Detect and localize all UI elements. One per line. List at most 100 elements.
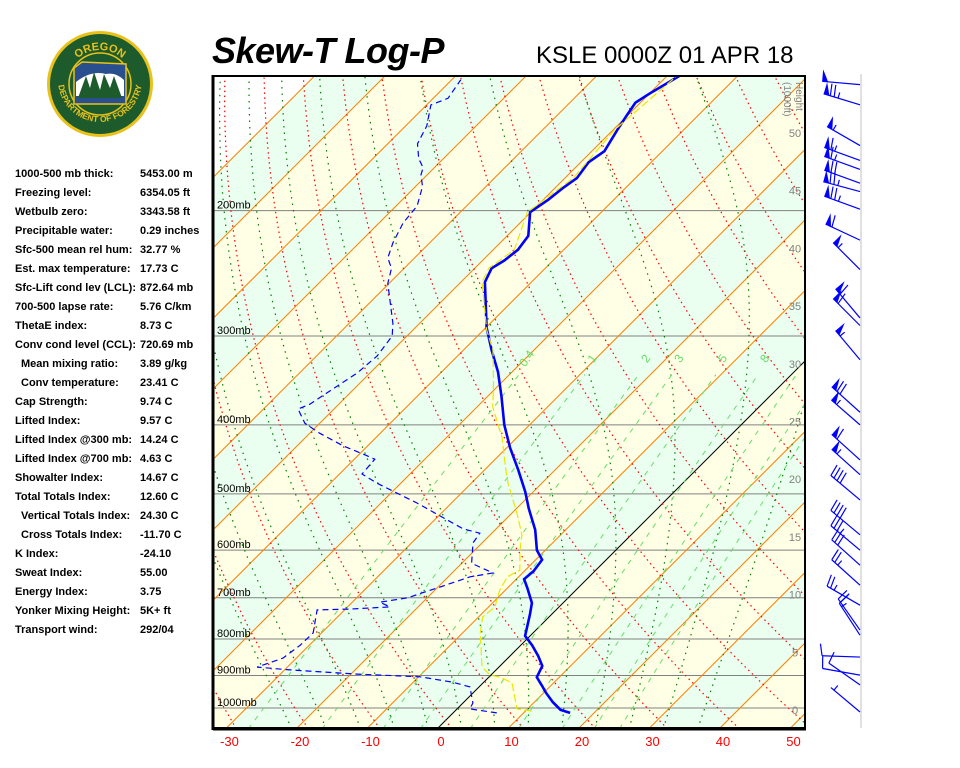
stat-label: Cross Totals Index:: [21, 529, 123, 541]
height-tick-label: 5: [792, 647, 798, 659]
stat-value: 55.00: [140, 567, 168, 579]
isotherm: [649, 571, 805, 728]
wind-barb: [831, 377, 861, 413]
isotherm: [213, 76, 386, 249]
wind-barb: [835, 281, 861, 319]
height-tick-label: 35: [789, 301, 801, 313]
barb-half: [837, 242, 843, 249]
moist-adiabat: [697, 397, 805, 728]
barb-full: [837, 534, 845, 546]
isobar-label: 800mb: [217, 628, 251, 640]
barb-full: [839, 472, 847, 484]
dry-adiabat: [933, 78, 960, 729]
barb-full: [839, 284, 849, 295]
x-tick-label: 10: [504, 734, 518, 749]
moist-adiabat: [218, 76, 395, 728]
moist-adiabat: [364, 76, 530, 728]
barb-half: [834, 154, 838, 161]
isotherm: [508, 430, 805, 728]
stat-label: 700-500 lapse rate:: [15, 301, 114, 313]
x-tick-label: -20: [291, 734, 310, 749]
barb-full: [833, 84, 837, 98]
sounding-series: [256, 76, 682, 715]
stat-value: 12.60 C: [140, 491, 179, 503]
barb-pennant: [827, 116, 834, 130]
barb-full: [836, 520, 844, 532]
barb-full: [826, 574, 832, 587]
wind-barb: [822, 69, 861, 86]
stat-value: 0.29 inches: [140, 225, 200, 237]
moist-adiabat: [213, 340, 361, 728]
barb-pennant: [824, 136, 830, 150]
temperature-band: [213, 76, 805, 671]
dry-adiabat: [263, 77, 525, 728]
barb-full: [833, 517, 841, 529]
barb-half: [834, 145, 838, 152]
barb-full: [836, 504, 844, 516]
mixing-ratio-line: [593, 402, 805, 728]
dry-adiabat: [302, 77, 596, 728]
barb-staff: [831, 434, 861, 461]
isotherm: [213, 76, 456, 320]
mixing-ratio-line: [470, 374, 717, 728]
wind-barb: [824, 184, 861, 210]
stat-label: Yonker Mixing Height:: [15, 605, 131, 617]
barb-half: [837, 179, 840, 186]
barb-full: [829, 576, 836, 589]
barb-half: [836, 399, 841, 405]
stat-row: Mean mixing ratio: 3.89 g/kg: [15, 358, 215, 377]
isobar-label: 400mb: [217, 414, 251, 426]
isobar-label: 900mb: [217, 664, 251, 676]
barb-full: [836, 428, 845, 440]
barb-staff: [835, 330, 861, 361]
dry-adiabat: [656, 77, 805, 340]
moist-adiabat: [281, 76, 462, 728]
dry-adiabat: [894, 78, 960, 729]
wind-barb: [823, 82, 861, 106]
isotherm: [578, 501, 805, 728]
stat-row: Wetbulb zero: 3343.58 ft: [15, 206, 215, 225]
stat-value: 5.76 C/km: [140, 301, 192, 313]
wind-barb: [831, 549, 861, 586]
dry-adiabat: [381, 77, 740, 728]
wind-barb: [830, 514, 861, 551]
height-tick-label: 30: [789, 359, 801, 371]
barb-staff: [837, 598, 861, 631]
stat-value: 23.41 C: [140, 377, 179, 389]
x-tick-label: 30: [645, 734, 659, 749]
stat-row: Est. max temperature: 17.73 C: [15, 263, 215, 282]
stat-label: Mean mixing ratio:: [21, 358, 119, 370]
barb-pennant: [831, 390, 840, 404]
stat-row: Sfc-500 mean rel hum: 32.77 %: [15, 244, 215, 263]
barb-pennant: [824, 158, 830, 173]
barb-full: [838, 594, 849, 604]
height-tick-label: 45: [789, 186, 801, 198]
stat-label: Freezing level:: [15, 187, 92, 199]
barb-staff: [838, 602, 861, 636]
barb-pennant: [833, 290, 842, 303]
x-tick-label: -10: [361, 734, 380, 749]
height-tick-label: 20: [789, 474, 801, 486]
wind-barb: [831, 425, 861, 461]
barb-staff: [831, 448, 861, 476]
barb-half: [833, 584, 838, 591]
barb-full: [833, 502, 841, 514]
barb-full: [834, 551, 842, 563]
isobar-label: 700mb: [217, 587, 251, 599]
stat-value: 720.69 mb: [140, 339, 194, 351]
barb-full: [819, 643, 823, 656]
barb-half: [841, 602, 847, 608]
stat-label: K Index:: [15, 548, 59, 560]
stat-value: 17.73 C: [140, 263, 179, 275]
stat-label: Transport wind:: [15, 624, 98, 636]
stat-label: Conv cond level (CCL):: [15, 339, 137, 351]
barb-staff: [830, 525, 861, 551]
stat-row: Sweat Index: 55.00: [15, 567, 215, 586]
stat-value: 9.57 C: [140, 415, 173, 427]
isotherm: [213, 78, 805, 672]
wind-barb: [831, 529, 861, 566]
x-tick-label: 40: [716, 734, 730, 749]
barb-pennant: [822, 69, 829, 82]
barb-pennant: [825, 213, 831, 227]
